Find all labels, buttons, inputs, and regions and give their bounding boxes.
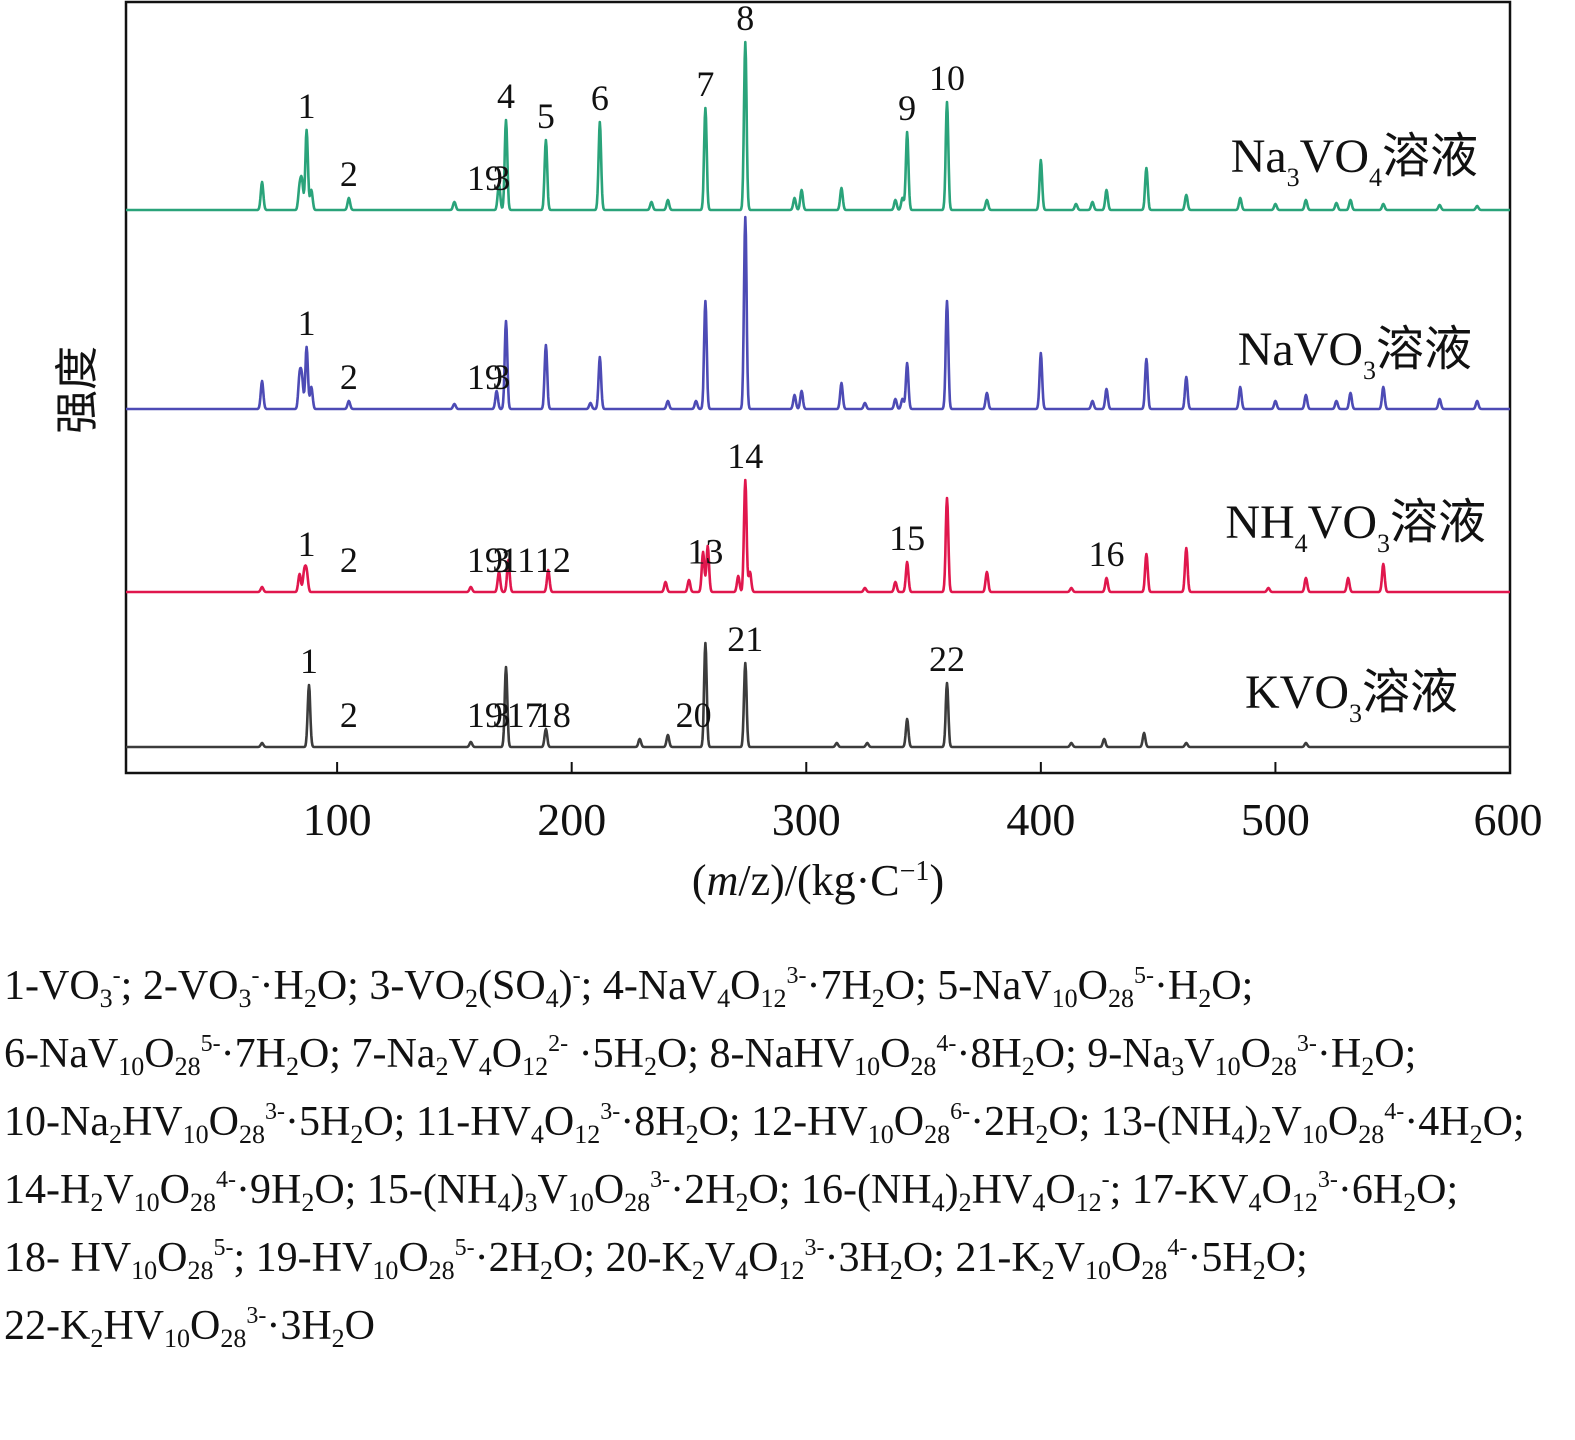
peak-label: 21 [727, 619, 763, 659]
peak-label: 13 [687, 532, 723, 572]
peak-label: 19 [467, 540, 503, 580]
x-tick-label: 600 [1474, 794, 1543, 845]
peak-label: 2 [340, 357, 358, 397]
series-1: 12 193 NaVO3溶液 [125, 215, 1511, 411]
peak-label: 14 [727, 436, 763, 476]
peak-label: 8 [736, 0, 754, 38]
series-line [125, 40, 1511, 212]
series-0: 12 193 45 6 78 9 10 Na3VO4溶液 [125, 0, 1511, 212]
legend-entry: 9-Na3V10O283-·H2O; [1087, 1031, 1417, 1081]
series-name: Na3VO4溶液 [1231, 130, 1478, 192]
x-axis-label: (m/z)/(kg·C−1) [692, 856, 944, 906]
legend-entry: 22-K2HV10O283-·3H2O [4, 1303, 376, 1353]
peak-label: 3 [492, 158, 510, 198]
x-tick-label: 100 [303, 794, 372, 845]
peak-label: 3 [492, 540, 510, 580]
legend-entry: 2-VO3-·H2O; [142, 963, 359, 1013]
x-axis-ticks: 100 200 300 400 500 600 [303, 762, 1543, 845]
y-axis-label: 强度 [52, 346, 103, 434]
legend-entry: 15-(NH4)3V10O283-·2H2O; [366, 1167, 791, 1217]
peak-label: 19 [467, 357, 503, 397]
x-tick-label: 300 [772, 794, 841, 845]
peak-label: 9 [898, 88, 916, 128]
peak-label: 20 [676, 695, 712, 735]
peak-label: 2 [340, 540, 358, 580]
legend-entry: 13-(NH4)2V10O284-·4H2O; [1100, 1099, 1525, 1149]
peak-label: 3 [492, 357, 510, 397]
legend-entry: 10-Na2HV10O283-·5H2O; [4, 1099, 406, 1149]
peak-label: 1 [300, 641, 318, 681]
peak-label: 2 [340, 154, 358, 194]
peak-label: 2 [340, 695, 358, 735]
peak-label: 18 [535, 695, 571, 735]
legend-entry: 21-K2V10O284-·5H2O; [955, 1235, 1308, 1285]
peak-label: 16 [1089, 534, 1125, 574]
series-line [125, 641, 1511, 749]
peak-label: 12 [535, 540, 571, 580]
legend-entry: 8-NaHV10O284-·8H2O; [709, 1031, 1077, 1081]
series-line [125, 478, 1511, 594]
plot-frame [124, 0, 1512, 775]
peak-label: 10 [929, 58, 965, 98]
peak-label: 1 [298, 86, 316, 126]
x-tick-label: 500 [1241, 794, 1310, 845]
peak-label: 11 [500, 540, 535, 580]
peak-label: 15 [889, 518, 925, 558]
legend-entry: 6-NaV10O285-·7H2O; [4, 1031, 341, 1081]
peak-label: 7 [696, 64, 714, 104]
series-line [125, 215, 1511, 411]
peak-label: 6 [591, 78, 609, 118]
legend-entry: 19-HV10O285-·2H2O; [255, 1235, 595, 1285]
series-name: NH4VO3溶液 [1225, 496, 1486, 558]
peak-label: 22 [929, 639, 965, 679]
legend-entry: 11-HV4O123-·8H2O; [415, 1099, 741, 1149]
peak-assignment-legend: 1-VO3-; 2-VO3-·H2O; 3-VO2(SO4)-; 4-NaV4O… [4, 952, 1564, 1360]
legend-entry: 17-KV4O123-·6H2O; [1131, 1167, 1459, 1217]
legend-entry: 20-K2V4O123-·3H2O; [605, 1235, 945, 1285]
legend-entry: 4-NaV4O123-·7H2O; [602, 963, 927, 1013]
legend-entry: 16-(NH4)2HV4O12-; [801, 1167, 1122, 1217]
peak-label: 4 [497, 76, 515, 116]
legend-entry: 14-H2V10O284-·9H2O; [4, 1167, 357, 1217]
legend-entry: 18- HV10O285-; [4, 1235, 246, 1285]
peak-label: 17 [507, 695, 543, 735]
peak-label: 19 [467, 695, 503, 735]
x-tick-label: 400 [1006, 794, 1075, 845]
x-tick-label: 200 [537, 794, 606, 845]
peak-label: 1 [298, 524, 316, 564]
peak-label: 19 [467, 158, 503, 198]
legend-entry: 5-NaV10O285-·H2O; [937, 963, 1254, 1013]
legend-entry: 1-VO3-; [4, 963, 133, 1013]
series-name: KVO3溶液 [1245, 666, 1458, 728]
series-name: NaVO3溶液 [1238, 323, 1472, 385]
peak-label: 1 [298, 303, 316, 343]
peak-label: 5 [537, 96, 555, 136]
legend-entry: 3-VO2(SO4)-; [369, 963, 593, 1013]
legend-entry: 7-Na2V4O122- ·5H2O; [351, 1031, 699, 1081]
peak-label: 3 [492, 695, 510, 735]
legend-entry: 12-HV10O286-·2H2O; [751, 1099, 1091, 1149]
